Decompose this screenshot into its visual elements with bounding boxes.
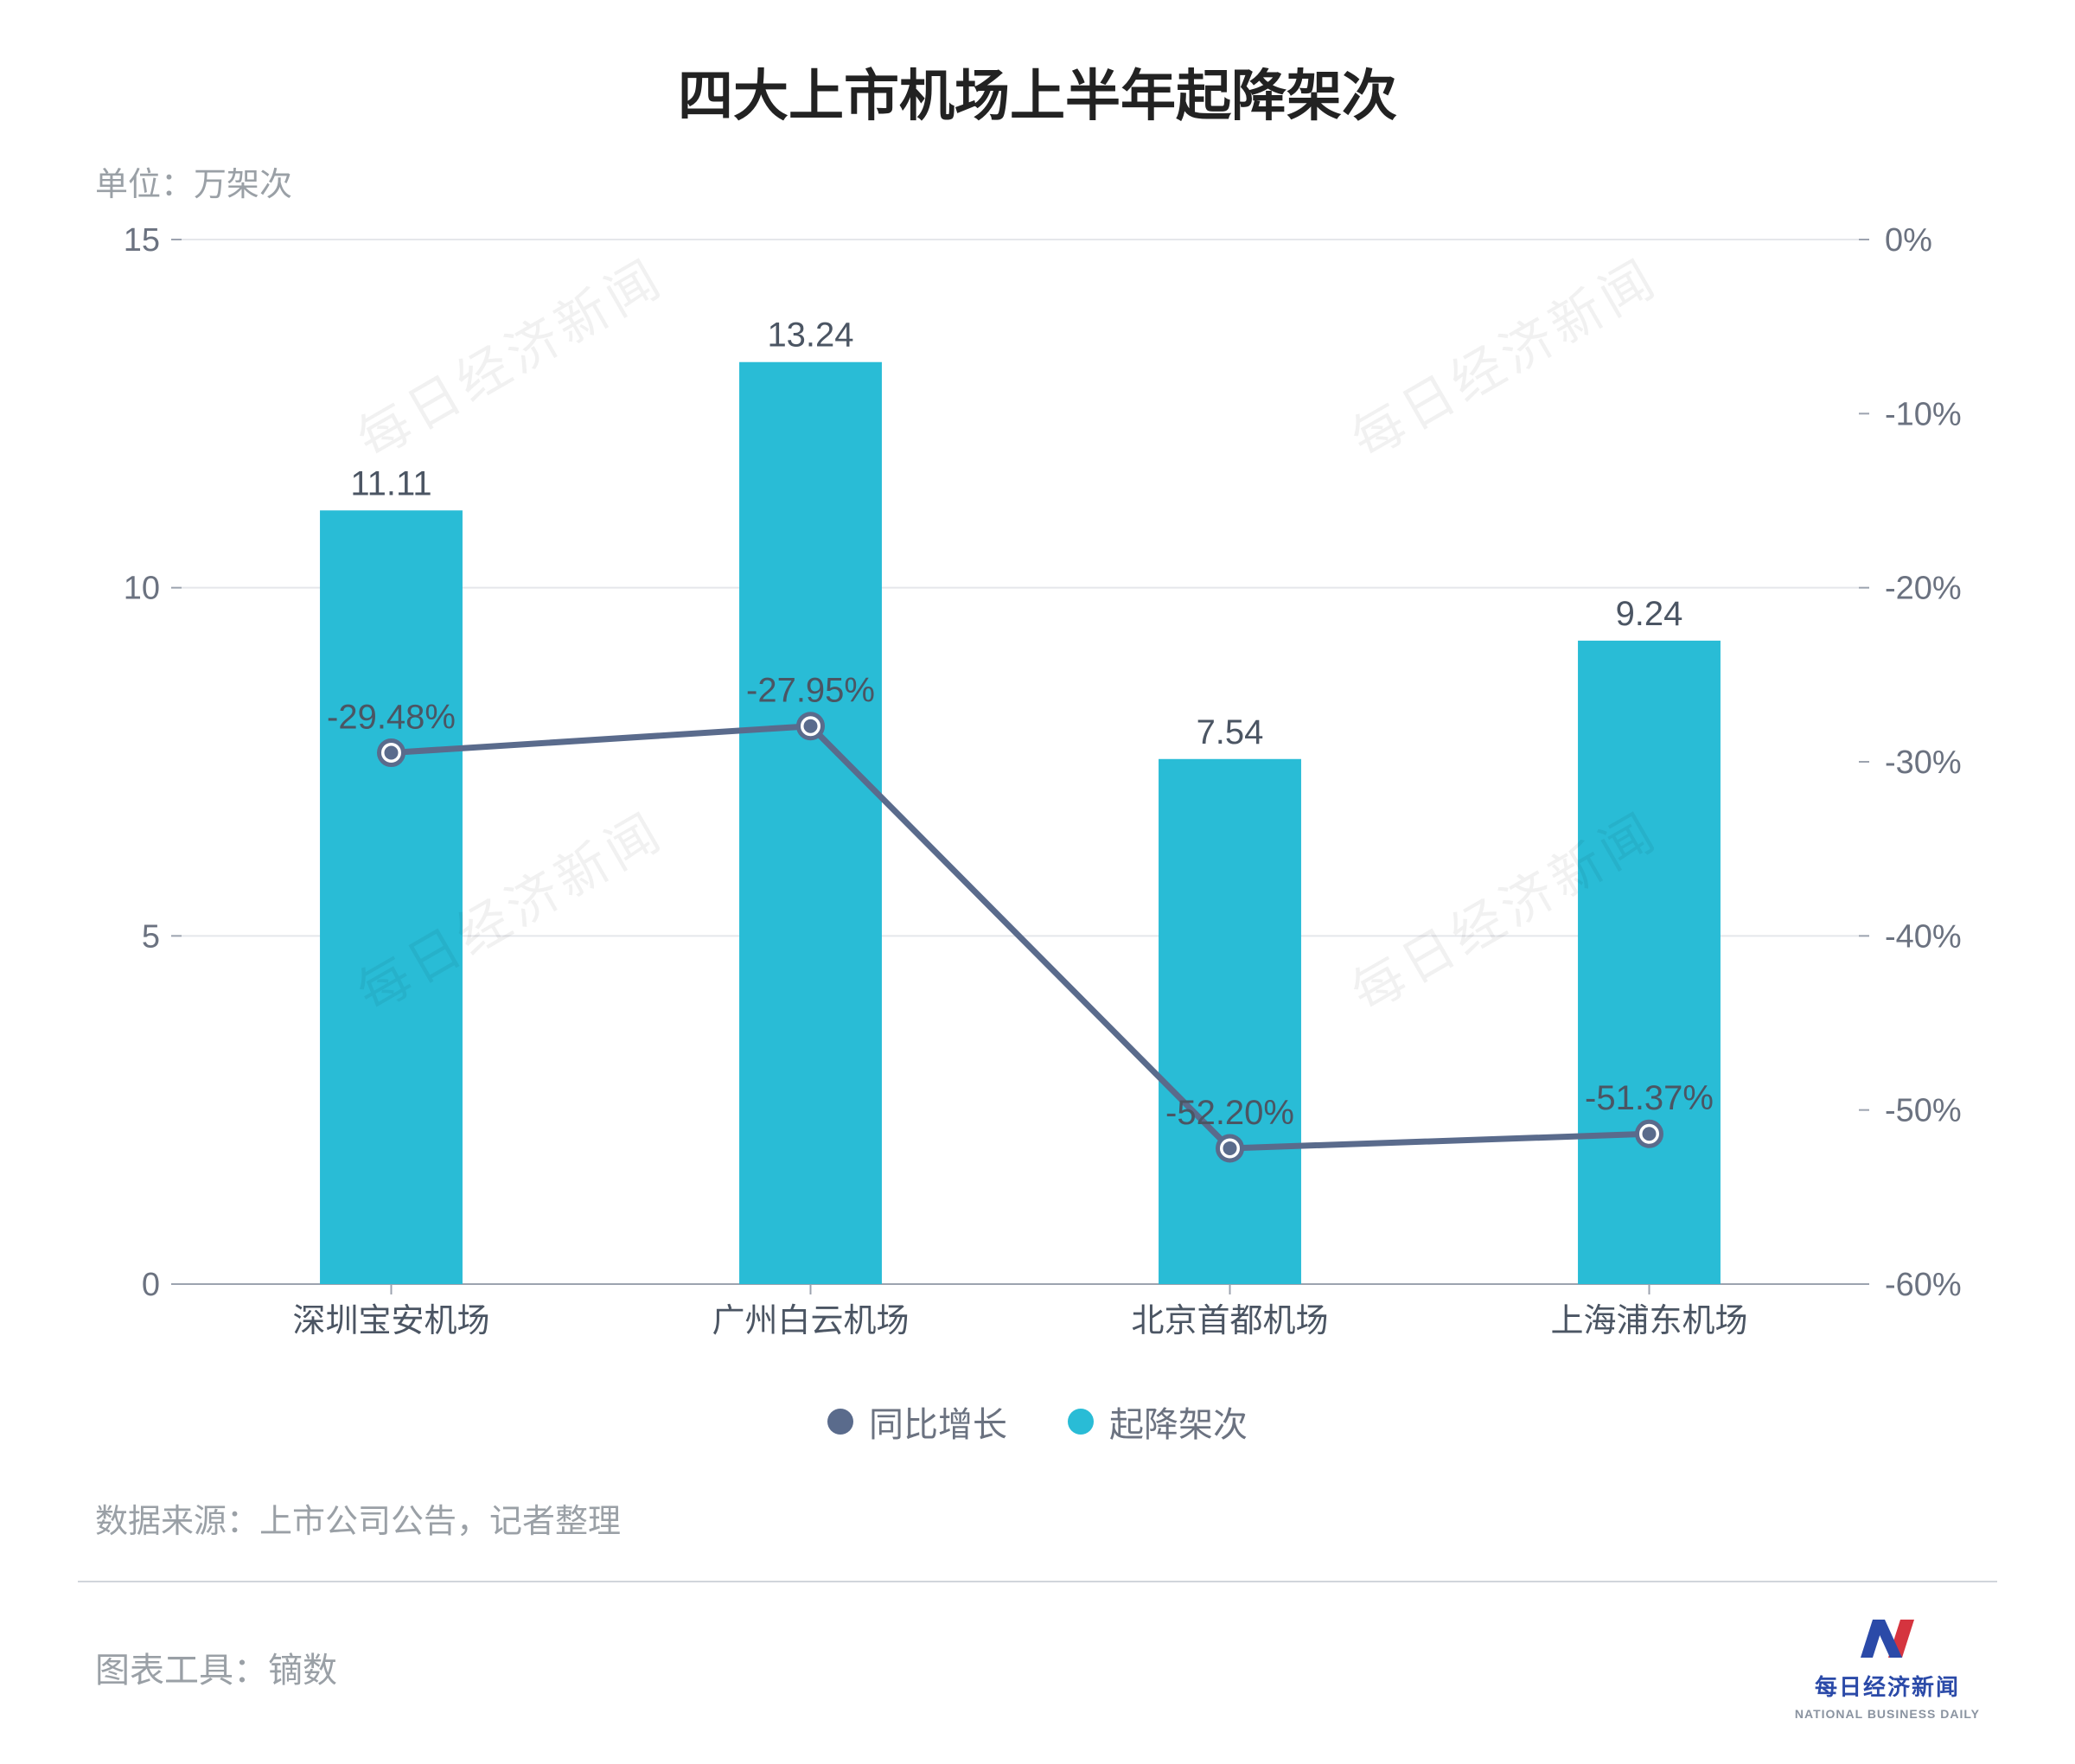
chart-tool-label: 图表工具：镝数 [95, 1642, 337, 1692]
svg-text:0%: 0% [1885, 222, 1932, 259]
legend-item-bar: 起降架次 [1068, 1396, 1248, 1447]
legend-item-line: 同比增长 [827, 1396, 1007, 1447]
legend-dot-icon [1068, 1409, 1094, 1435]
svg-text:-51.37%: -51.37% [1585, 1079, 1714, 1117]
svg-text:广州白云机场: 广州白云机场 [712, 1303, 909, 1339]
data-source: 数据来源：上市公司公告，记者整理 [78, 1494, 1997, 1542]
svg-text:-20%: -20% [1885, 571, 1962, 607]
svg-text:5: 5 [142, 918, 160, 955]
bar [320, 510, 463, 1284]
svg-text:-52.20%: -52.20% [1165, 1094, 1294, 1132]
brand-cn: 每日经济新闻 [1815, 1670, 1960, 1702]
svg-text:7.54: 7.54 [1197, 713, 1264, 751]
bar [739, 362, 882, 1284]
svg-text:深圳宝安机场: 深圳宝安机场 [292, 1303, 489, 1339]
footer: 图表工具：镝数 每日经济新闻 NATIONAL BUSINESS DAILY [78, 1582, 1997, 1721]
svg-text:北京首都机场: 北京首都机场 [1131, 1303, 1328, 1339]
chart-container: 四大上市机场上半年起降架次 单位：万架次 每日经济新闻 每日经济新闻 每日经济新… [0, 0, 2075, 1764]
brand-block: 每日经济新闻 NATIONAL BUSINESS DAILY [1795, 1613, 1980, 1721]
svg-text:11.11: 11.11 [350, 464, 431, 502]
svg-text:13.24: 13.24 [767, 316, 853, 355]
bar [1159, 759, 1301, 1284]
svg-text:15: 15 [124, 222, 160, 259]
svg-text:上海浦东机场: 上海浦东机场 [1550, 1303, 1747, 1339]
legend-label: 起降架次 [1109, 1396, 1248, 1447]
plot-area: 每日经济新闻 每日经济新闻 每日经济新闻 每日经济新闻 0510150%-10%… [78, 214, 1997, 1371]
brand-logo-icon [1854, 1613, 1921, 1665]
svg-text:10: 10 [124, 571, 160, 607]
chart-title: 四大上市机场上半年起降架次 [78, 52, 1997, 131]
brand-en: NATIONAL BUSINESS DAILY [1795, 1707, 1980, 1721]
svg-text:-40%: -40% [1885, 918, 1962, 955]
svg-text:-27.95%: -27.95% [746, 672, 875, 710]
plot-svg: 0 5 10 15 0% -10% -20% -30% -40% -50% -60% 11.11 13.… [78, 214, 1997, 1371]
svg-text:9.24: 9.24 [1616, 595, 1683, 633]
unit-label: 单位：万架次 [78, 157, 1997, 205]
svg-text:-50%: -50% [1885, 1093, 1962, 1129]
legend-dot-icon [827, 1409, 853, 1435]
svg-text:-10%: -10% [1885, 396, 1962, 432]
svg-text:-30%: -30% [1885, 745, 1962, 781]
svg-text:0: 0 [142, 1267, 160, 1303]
legend: 同比增长 起降架次 [78, 1396, 1997, 1447]
bar [1578, 641, 1721, 1284]
svg-text:-60%: -60% [1885, 1267, 1962, 1303]
legend-label: 同比增长 [869, 1396, 1007, 1447]
line-series [392, 726, 1650, 1148]
svg-text:-29.48%: -29.48% [327, 699, 456, 737]
